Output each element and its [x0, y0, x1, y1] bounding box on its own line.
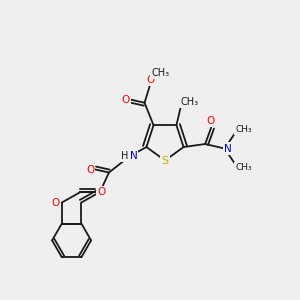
Text: O: O	[206, 116, 214, 126]
Text: N: N	[130, 151, 137, 161]
Text: CH₃: CH₃	[152, 68, 169, 78]
Text: S: S	[161, 155, 169, 166]
Text: N: N	[224, 143, 232, 154]
Text: CH₃: CH₃	[180, 97, 198, 107]
Text: CH₃: CH₃	[235, 163, 252, 172]
Text: O: O	[52, 197, 60, 208]
Text: O: O	[86, 164, 94, 175]
Text: O: O	[122, 95, 130, 105]
Text: CH₃: CH₃	[235, 125, 252, 134]
Text: H: H	[121, 151, 128, 161]
Text: O: O	[146, 75, 155, 85]
Text: O: O	[97, 187, 106, 197]
